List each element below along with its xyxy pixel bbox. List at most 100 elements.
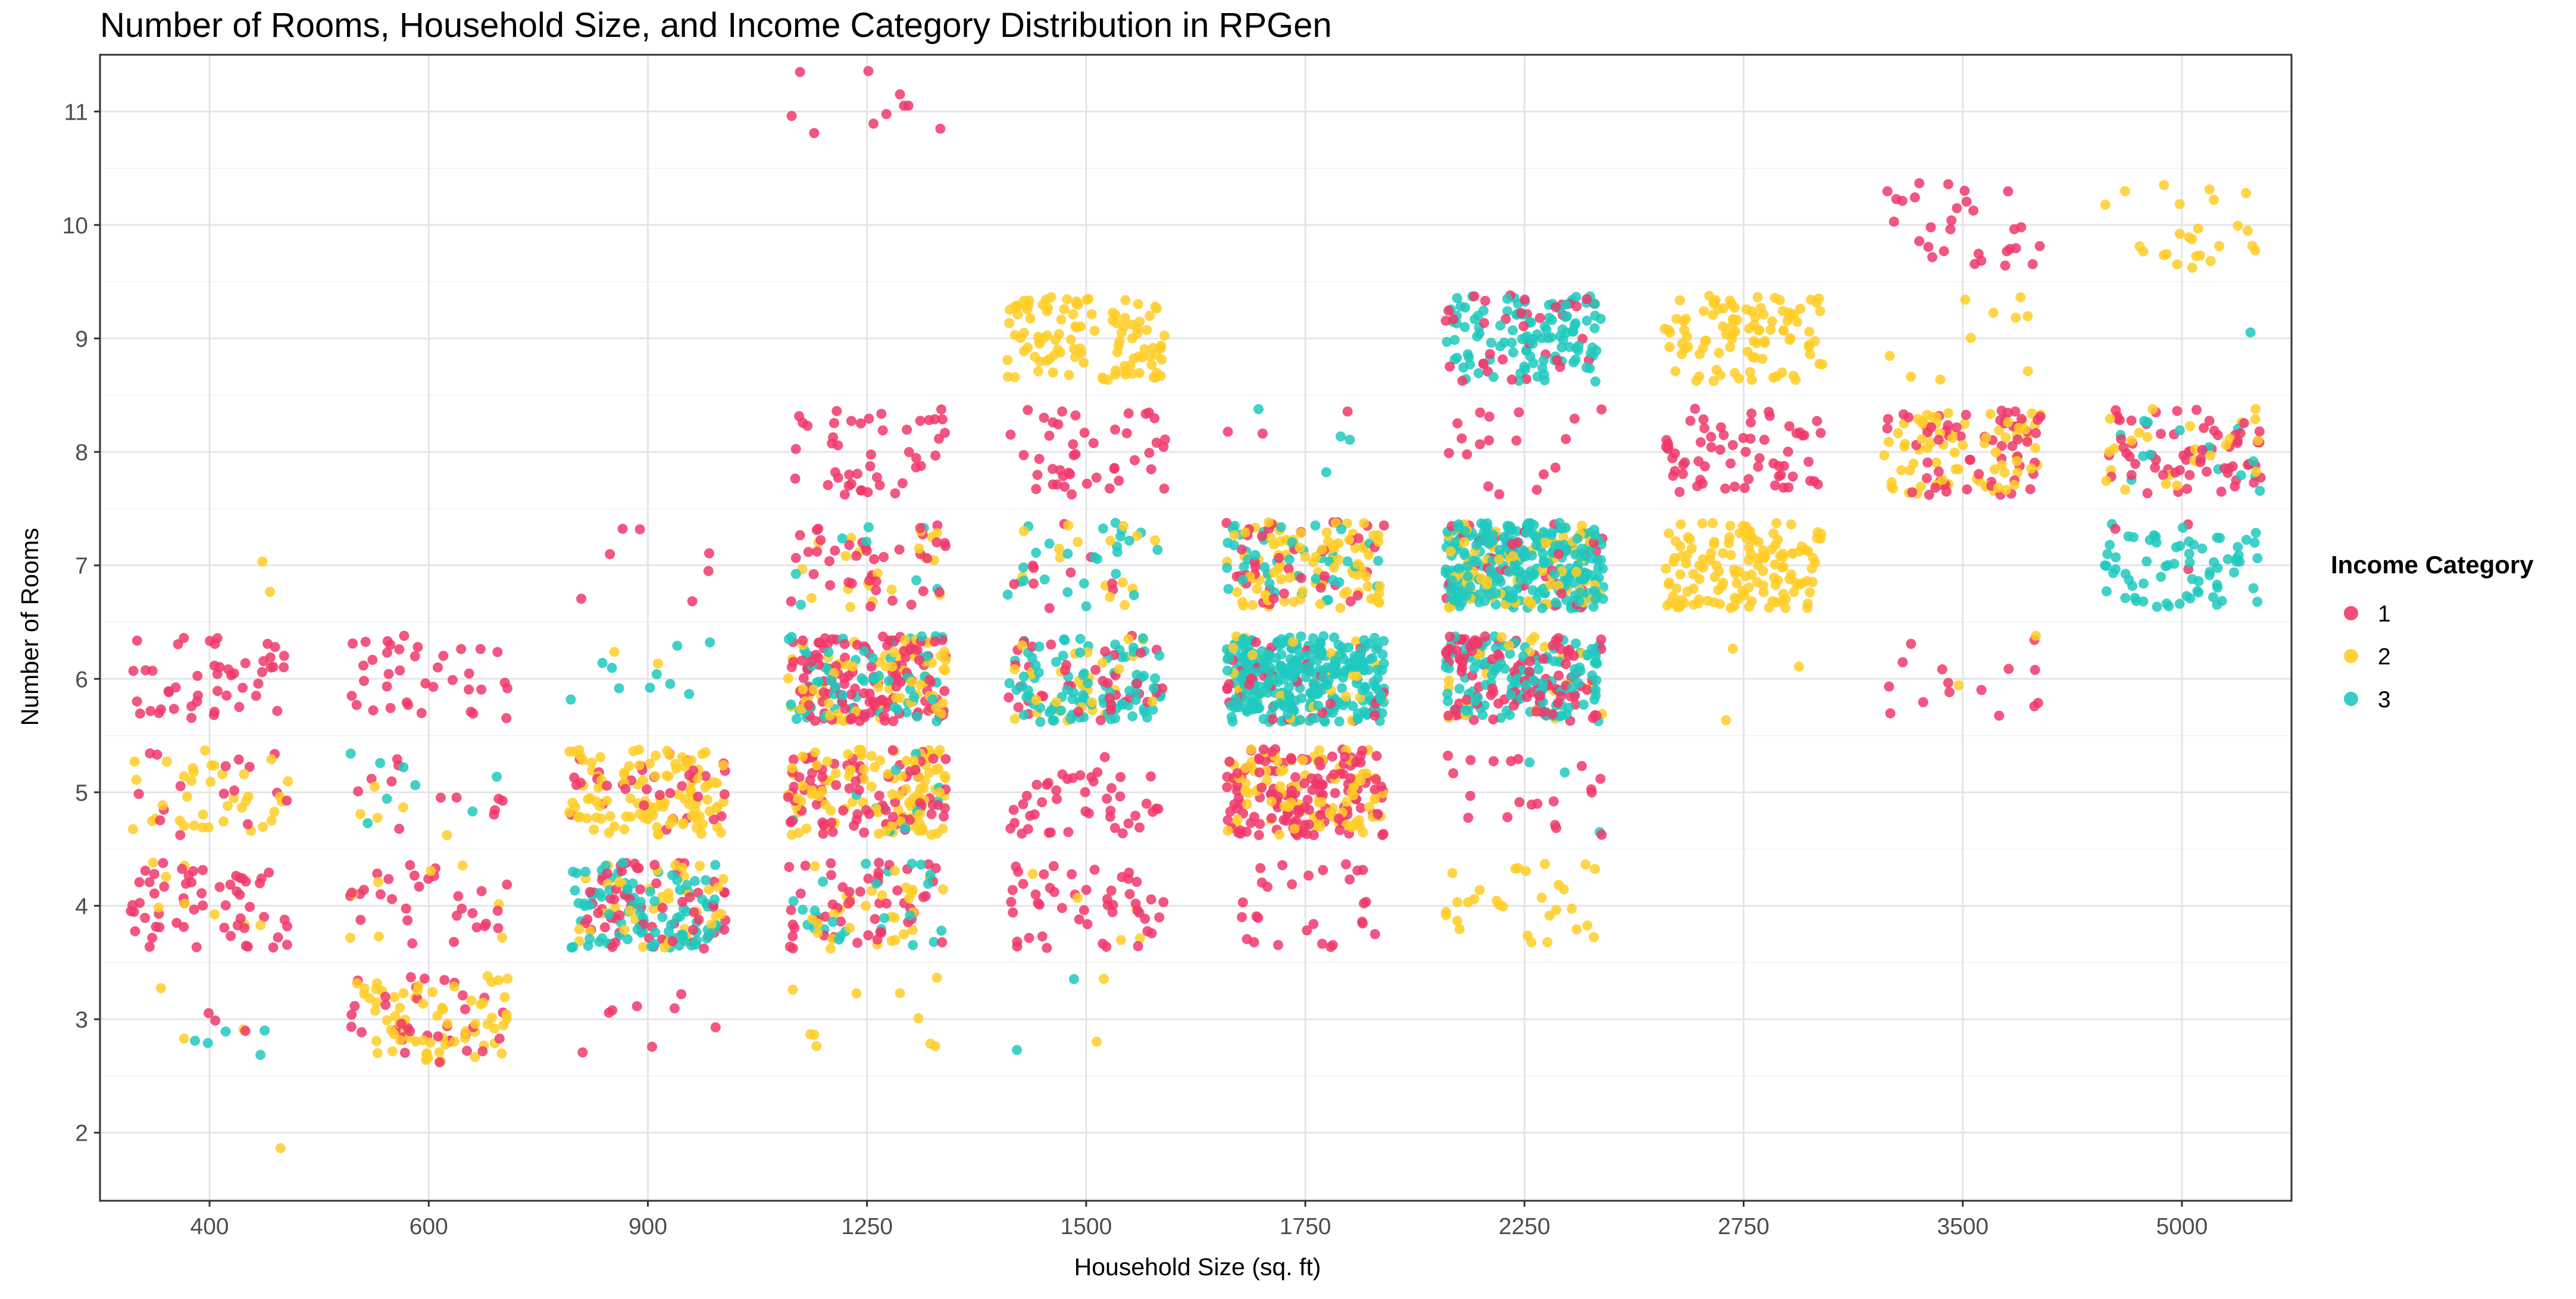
data-point-income-2: [626, 811, 636, 822]
data-point-income-2: [1728, 564, 1739, 575]
data-point-income-1: [1812, 416, 1822, 426]
data-point-income-2: [2138, 246, 2149, 257]
data-point-income-2: [1068, 309, 1078, 320]
data-point-income-1: [158, 858, 168, 869]
data-point-income-3: [1283, 690, 1294, 701]
data-point-income-1: [2254, 426, 2265, 437]
data-point-income-1: [1044, 430, 1055, 441]
data-point-income-2: [1082, 647, 1093, 658]
x-axis-title: Household Size (sq. ft): [1074, 1253, 1321, 1281]
data-point-income-1: [219, 922, 230, 933]
data-point-income-1: [1105, 811, 1115, 822]
data-point-income-2: [1675, 519, 1686, 530]
data-point-income-3: [2156, 572, 2167, 582]
data-point-income-2: [1567, 903, 1577, 914]
data-point-income-1: [1685, 416, 1696, 426]
data-point-income-2: [586, 757, 597, 768]
data-point-income-2: [1675, 569, 1686, 580]
data-point-income-2: [1324, 807, 1335, 818]
data-point-income-1: [699, 943, 709, 954]
data-point-income-3: [917, 631, 927, 642]
data-point-income-1: [149, 869, 160, 879]
data-point-income-2: [1127, 319, 1137, 330]
data-point-income-1: [1306, 773, 1317, 783]
data-point-income-2: [1730, 326, 1740, 337]
data-point-income-3: [1111, 569, 1121, 579]
data-point-income-3: [1440, 662, 1451, 672]
data-point-income-1: [1897, 657, 1908, 667]
data-point-income-1: [1330, 788, 1340, 798]
data-point-income-1: [923, 859, 934, 870]
data-point-income-1: [1480, 631, 1490, 642]
data-point-income-1: [634, 524, 645, 535]
data-point-income-2: [1544, 910, 1555, 921]
data-point-income-1: [1044, 603, 1055, 613]
data-point-income-3: [883, 676, 894, 686]
data-point-income-2: [1340, 691, 1351, 702]
data-point-income-3: [1537, 548, 1548, 559]
data-point-income-1: [2035, 411, 2046, 422]
data-point-income-3: [2142, 556, 2152, 567]
data-point-income-1: [279, 662, 289, 673]
data-point-income-3: [1560, 312, 1571, 322]
data-point-income-2: [2159, 180, 2169, 191]
data-point-income-2: [355, 808, 365, 819]
data-point-income-2: [154, 902, 164, 913]
data-point-income-2: [1359, 518, 1370, 529]
data-point-income-3: [1117, 652, 1127, 663]
data-point-income-2: [1915, 481, 1926, 492]
data-point-income-1: [826, 870, 836, 880]
data-point-income-3: [2212, 532, 2222, 543]
data-point-income-2: [820, 800, 831, 810]
data-point-income-1: [786, 111, 797, 121]
data-point-income-3: [665, 920, 676, 930]
data-point-income-2: [1133, 299, 1143, 310]
data-point-income-2: [206, 760, 217, 771]
data-point-income-1: [2184, 470, 2195, 480]
data-point-income-1: [1531, 485, 1542, 495]
data-point-income-1: [1378, 829, 1389, 839]
data-point-income-1: [2172, 405, 2183, 416]
data-point-income-1: [1373, 808, 1383, 819]
data-point-income-2: [1033, 366, 1043, 377]
data-point-income-3: [859, 646, 870, 657]
data-point-income-2: [1714, 348, 1724, 358]
data-point-income-1: [251, 691, 261, 701]
data-point-income-1: [1106, 885, 1117, 896]
data-point-income-2: [830, 768, 841, 779]
data-point-income-2: [931, 972, 942, 983]
data-point-income-3: [2250, 527, 2261, 538]
data-point-income-3: [1528, 675, 1539, 686]
data-point-income-1: [1109, 823, 1120, 833]
data-point-income-2: [907, 925, 918, 935]
data-point-income-1: [2016, 222, 2027, 233]
data-point-income-2: [1073, 536, 1083, 547]
data-point-income-2: [1981, 432, 1992, 443]
data-point-income-2: [457, 860, 468, 871]
data-point-income-1: [1556, 691, 1566, 701]
data-point-income-1: [939, 686, 950, 697]
data-point-income-1: [1296, 573, 1306, 583]
data-point-income-1: [620, 783, 631, 794]
data-point-income-1: [1456, 666, 1467, 677]
data-point-income-1: [218, 788, 229, 799]
data-point-income-1: [1698, 414, 1709, 424]
data-point-income-3: [1148, 683, 1159, 694]
data-point-income-1: [1965, 454, 1975, 465]
y-tick-label: 10: [62, 213, 88, 239]
data-point-income-3: [622, 934, 633, 945]
data-point-income-1: [1136, 648, 1146, 658]
data-point-income-3: [1258, 714, 1269, 725]
data-point-income-2: [1481, 579, 1492, 590]
data-point-income-1: [1100, 646, 1111, 657]
data-point-income-1: [642, 784, 652, 795]
data-point-income-3: [410, 780, 421, 791]
data-point-income-1: [198, 865, 208, 875]
data-point-income-2: [2250, 404, 2261, 414]
data-point-income-3: [260, 1025, 270, 1036]
data-point-income-1: [1924, 489, 1934, 500]
data-point-income-2: [1031, 695, 1042, 705]
data-point-income-3: [1478, 305, 1489, 316]
data-point-income-2: [1223, 826, 1233, 836]
data-point-income-3: [1066, 714, 1077, 725]
